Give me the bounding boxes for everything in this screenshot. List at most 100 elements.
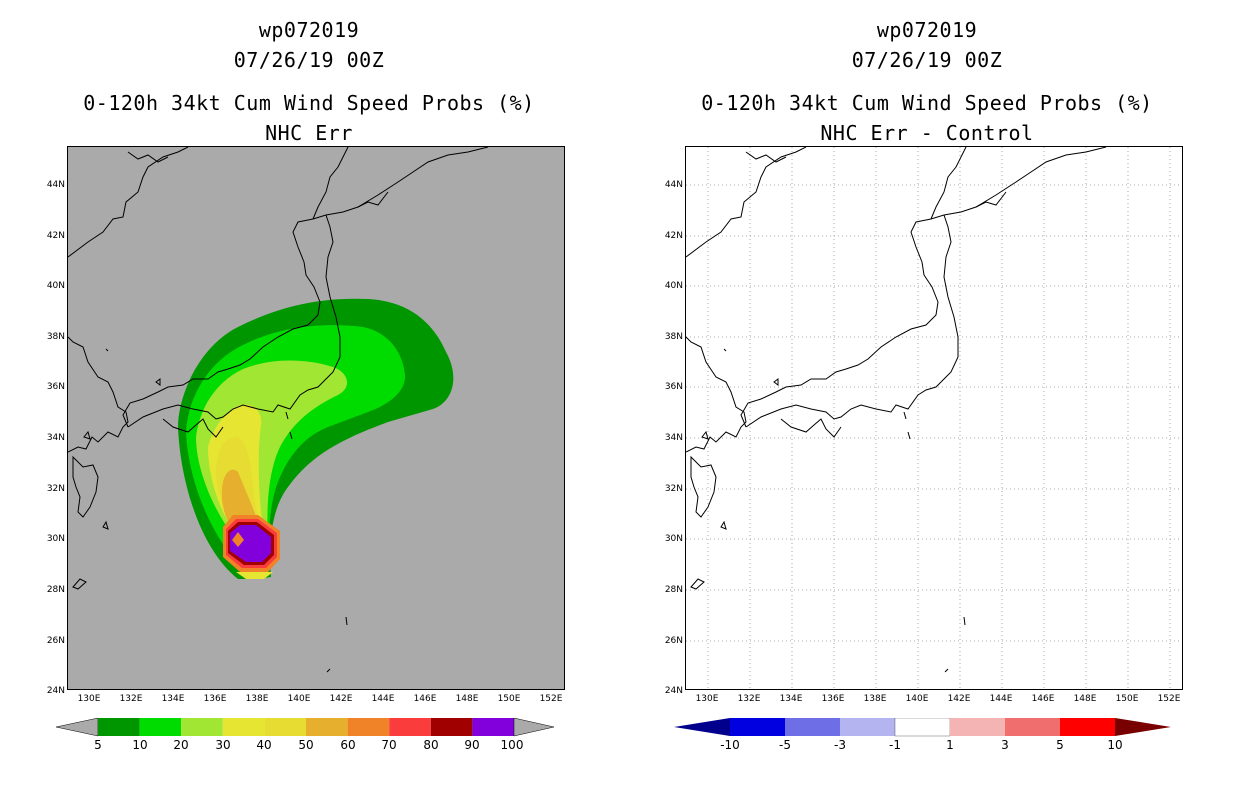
probability-contours [178, 298, 454, 579]
lon-label: 142E [329, 694, 353, 704]
lat-label: 24N [664, 686, 683, 696]
lat-label: 38N [664, 332, 683, 342]
colorbar-segment [98, 718, 140, 736]
lat-label: 40N [46, 281, 65, 291]
colorbar-label: 60 [340, 738, 356, 752]
lon-label: 150E [497, 694, 521, 704]
colorbar-label: 40 [256, 738, 272, 752]
left-panel: wp072019 07/26/19 00Z 0-120h 34kt Cum Wi… [46, 18, 565, 752]
map-canvas [686, 147, 1182, 689]
lon-label: 148E [1073, 694, 1097, 704]
lat-label: 38N [46, 332, 65, 342]
colorbar-label: 30 [215, 738, 231, 752]
lat-label: 30N [46, 534, 65, 544]
lon-label: 132E [119, 694, 143, 704]
lon-label: 132E [737, 694, 761, 704]
colorbar-under [56, 718, 99, 737]
colorbar-label: 3 [1001, 738, 1009, 752]
lon-label: 152E [539, 694, 563, 704]
datetime: 07/26/19 00Z [851, 48, 1003, 72]
grid-lines [686, 147, 1182, 689]
colorbar-segment [389, 718, 431, 736]
lat-label: 40N [664, 281, 683, 291]
colorbar-segment [430, 718, 473, 736]
colorbar-label: 10 [132, 738, 148, 752]
lat-label: 26N [46, 636, 65, 646]
storm-id: wp072019 [876, 18, 978, 42]
lon-label: 146E [413, 694, 437, 704]
map-canvas [68, 147, 489, 673]
colorbar-segment [1005, 718, 1060, 736]
product-title: 0-120h 34kt Cum Wind Speed Probs (%) [701, 91, 1153, 115]
lat-label: 36N [664, 382, 683, 392]
lon-label: 142E [947, 694, 971, 704]
colorbar-segment [1060, 718, 1115, 736]
colorbar-label: 5 [94, 738, 102, 752]
run-name: NHC Err - Control [820, 121, 1034, 145]
lon-label: 140E [905, 694, 929, 704]
coastlines [686, 147, 1107, 673]
colorbar-label: 90 [464, 738, 480, 752]
lat-label: 30N [664, 534, 683, 544]
lon-label: 130E [695, 694, 719, 704]
colorbar-segment [306, 718, 348, 736]
lat-label: 34N [46, 433, 65, 443]
lon-label: 140E [287, 694, 311, 704]
lat-label: 42N [46, 231, 65, 241]
lon-label: 136E [821, 694, 845, 704]
lon-label: 148E [455, 694, 479, 704]
lat-label: 44N [46, 180, 65, 190]
colorbar-label: 50 [298, 738, 314, 752]
lon-label: 152E [1157, 694, 1181, 704]
storm-center-marker [232, 532, 244, 547]
lat-label: 44N [664, 180, 683, 190]
colorbar-segment [264, 718, 306, 736]
colorbar-segment [181, 718, 223, 736]
lat-label: 26N [664, 636, 683, 646]
colorbar-segment [222, 718, 265, 736]
probability-map [67, 146, 565, 690]
colorbar-segment [730, 718, 785, 736]
colorbar-segment [840, 718, 895, 736]
colorbar-segment [894, 718, 951, 737]
colorbar-label: 20 [173, 738, 189, 752]
lat-label: 32N [664, 484, 683, 494]
colorbar-over [1115, 718, 1171, 736]
lat-label: 36N [46, 382, 65, 392]
colorbar-label: 5 [1056, 738, 1064, 752]
contour-tail-yellow [236, 572, 273, 579]
colorbar-segment [785, 718, 840, 736]
contour-50 [221, 469, 260, 529]
colorbar-label: -1 [889, 738, 901, 752]
lon-label: 134E [161, 694, 185, 704]
lat-label: 28N [664, 585, 683, 595]
lon-label: 138E [245, 694, 269, 704]
colorbar-under [674, 718, 730, 736]
colorbar-over [513, 718, 555, 737]
right-panel: wp072019 07/26/19 00Z 0-120h 34kt Cum Wi… [618, 0, 1236, 800]
lon-label: 144E [989, 694, 1013, 704]
colorbar-label: 70 [381, 738, 397, 752]
colorbar-label: 1 [946, 738, 954, 752]
lat-label: 32N [46, 484, 65, 494]
colorbar-label: -5 [779, 738, 791, 752]
colorbar-segment [950, 718, 1005, 736]
lat-label: 24N [46, 686, 65, 696]
lon-label: 150E [1115, 694, 1139, 704]
lon-label: 146E [1031, 694, 1055, 704]
coastlines [68, 147, 489, 673]
lon-label: 134E [779, 694, 803, 704]
colorbar-segment [347, 718, 390, 736]
lon-label: 136E [203, 694, 227, 704]
colorbar-label: -10 [720, 738, 740, 752]
lon-label: 144E [371, 694, 395, 704]
contour-90 [230, 525, 271, 562]
lon-label: 130E [77, 694, 101, 704]
lon-label: 138E [863, 694, 887, 704]
colorbar-label: 80 [423, 738, 439, 752]
colorbar-label: 10 [1107, 738, 1123, 752]
colorbar-label: 100 [500, 738, 524, 752]
storm-id: wp072019 [258, 18, 360, 42]
lat-label: 34N [664, 433, 683, 443]
colorbar-right [674, 718, 1171, 737]
